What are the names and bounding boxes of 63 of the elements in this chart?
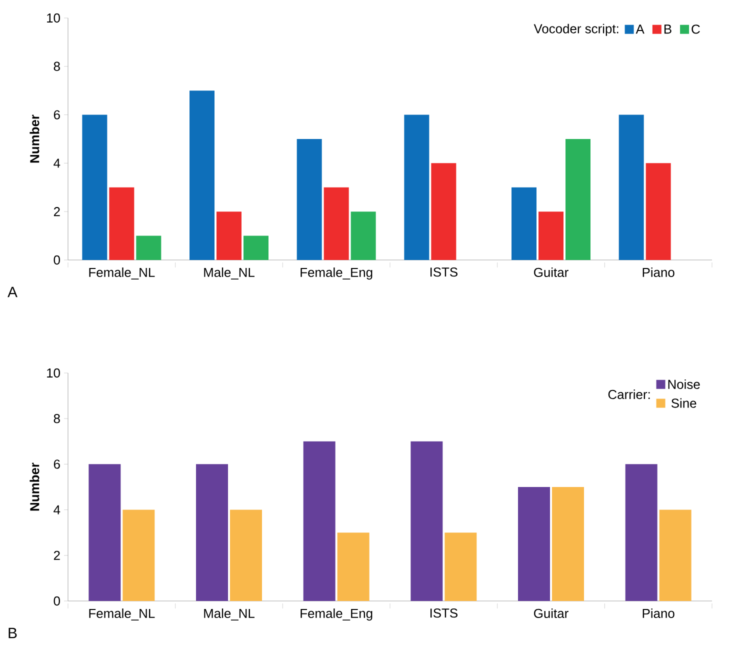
y-tick-label: 4 bbox=[54, 505, 60, 514]
legend-label: Noise bbox=[668, 379, 700, 389]
bar bbox=[518, 486, 550, 601]
bar bbox=[230, 510, 262, 601]
legend-label: C bbox=[692, 24, 700, 34]
bar bbox=[410, 441, 443, 601]
y-tick-label: 6 bbox=[54, 460, 60, 469]
bar bbox=[512, 187, 537, 260]
x-tick-label: ISTS bbox=[430, 268, 458, 277]
x-tick-label: Female_NL bbox=[89, 608, 155, 620]
y-tick-label: 4 bbox=[54, 158, 60, 168]
bar bbox=[324, 187, 349, 260]
y-tick-label: 8 bbox=[54, 414, 60, 424]
text: A bbox=[8, 286, 18, 298]
text: B bbox=[8, 628, 17, 638]
bar bbox=[82, 114, 108, 260]
y-tick-label: 10 bbox=[47, 13, 60, 23]
bar bbox=[109, 187, 134, 260]
bar bbox=[404, 114, 430, 260]
bar bbox=[618, 114, 644, 260]
y-tick-label: 6 bbox=[54, 110, 60, 120]
y-tick-label: 2 bbox=[54, 550, 60, 560]
bar bbox=[552, 486, 584, 601]
bar bbox=[303, 441, 336, 601]
x-tick-label: Piano bbox=[642, 267, 674, 278]
bar bbox=[296, 138, 322, 260]
legend-label: B bbox=[664, 24, 672, 34]
bar bbox=[431, 163, 456, 260]
legend-title: Carrier: bbox=[608, 390, 650, 400]
y-axis-title: Number bbox=[30, 462, 40, 511]
x-tick-label: Male_NL bbox=[204, 267, 254, 280]
x-tick-label: ISTS bbox=[430, 608, 458, 618]
y-tick-label: 10 bbox=[47, 368, 60, 378]
bar bbox=[216, 212, 242, 260]
bar bbox=[196, 464, 228, 601]
y-tick-label: 0 bbox=[54, 596, 60, 606]
bar bbox=[337, 532, 370, 601]
x-tick-label: Female_Eng bbox=[300, 608, 372, 621]
bar bbox=[136, 236, 162, 260]
x-tick-label: Female_Eng bbox=[300, 267, 372, 280]
bar bbox=[190, 90, 215, 260]
y-tick-label: 0 bbox=[54, 255, 60, 265]
x-tick-label: Female_NL bbox=[89, 267, 155, 280]
x-tick-label: Guitar bbox=[534, 608, 568, 618]
bar bbox=[566, 138, 590, 260]
bar bbox=[538, 212, 564, 260]
bar bbox=[88, 464, 121, 601]
bar bbox=[444, 532, 477, 601]
x-tick-label: Piano bbox=[642, 608, 674, 618]
x-tick-label: Guitar bbox=[534, 267, 568, 278]
y-tick-label: 2 bbox=[54, 207, 60, 216]
bar bbox=[625, 464, 658, 601]
x-tick-label: Male_NL bbox=[204, 608, 254, 620]
bar bbox=[122, 510, 155, 601]
y-tick-label: 8 bbox=[54, 62, 60, 71]
bar bbox=[646, 163, 671, 260]
bar bbox=[659, 510, 692, 601]
bar bbox=[350, 212, 376, 260]
y-axis-title: Number bbox=[30, 114, 40, 163]
legend-label: A bbox=[636, 24, 644, 34]
bar bbox=[244, 236, 268, 260]
legend-label: Sine bbox=[671, 398, 696, 408]
legend-title: Vocoder script: bbox=[534, 24, 618, 36]
